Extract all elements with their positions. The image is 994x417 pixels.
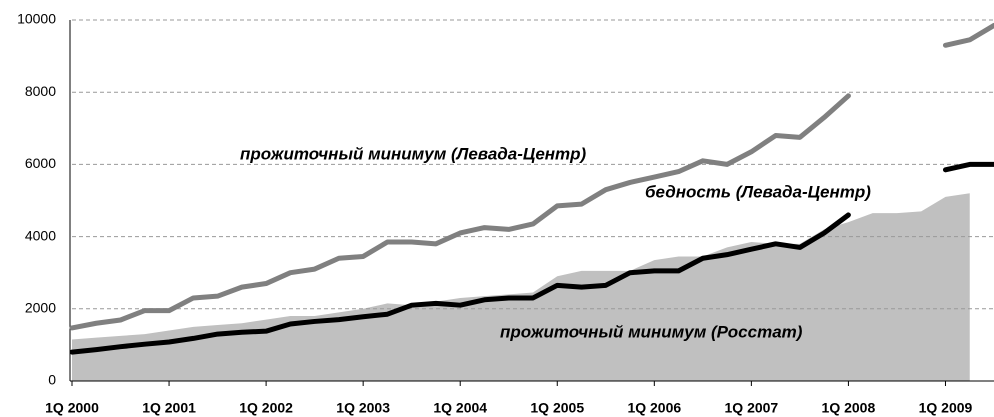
y-tick-label: 8000 <box>25 83 56 99</box>
x-tick-label: 1Q 2009 <box>919 400 973 416</box>
series-label: бедность (Левада-Центр) <box>645 182 871 201</box>
x-tick-label: 1Q 2007 <box>725 400 779 416</box>
y-tick-label: 2000 <box>25 300 56 316</box>
x-tick-label: 1Q 2001 <box>142 400 196 416</box>
x-tick-label: 1Q 2002 <box>239 400 293 416</box>
x-tick-label: 1Q 2006 <box>627 400 681 416</box>
series-label: прожиточный минимум (Росстат) <box>500 322 803 341</box>
x-tick-label: 1Q 2005 <box>530 400 584 416</box>
x-tick-label: 1Q 2004 <box>433 400 487 416</box>
line <box>69 22 994 331</box>
y-tick-label: 0 <box>48 372 56 388</box>
x-tick-label: 1Q 2008 <box>822 400 876 416</box>
y-tick-label: 10000 <box>17 11 56 27</box>
y-tick-label: 4000 <box>25 227 56 243</box>
area <box>72 193 970 381</box>
y-tick-label: 6000 <box>25 155 56 171</box>
line <box>69 161 994 355</box>
series-label: прожиточный минимум (Левада-Центр) <box>240 144 587 163</box>
x-tick-label: 1Q 2000 <box>45 400 99 416</box>
x-tick-label: 1Q 2003 <box>336 400 390 416</box>
